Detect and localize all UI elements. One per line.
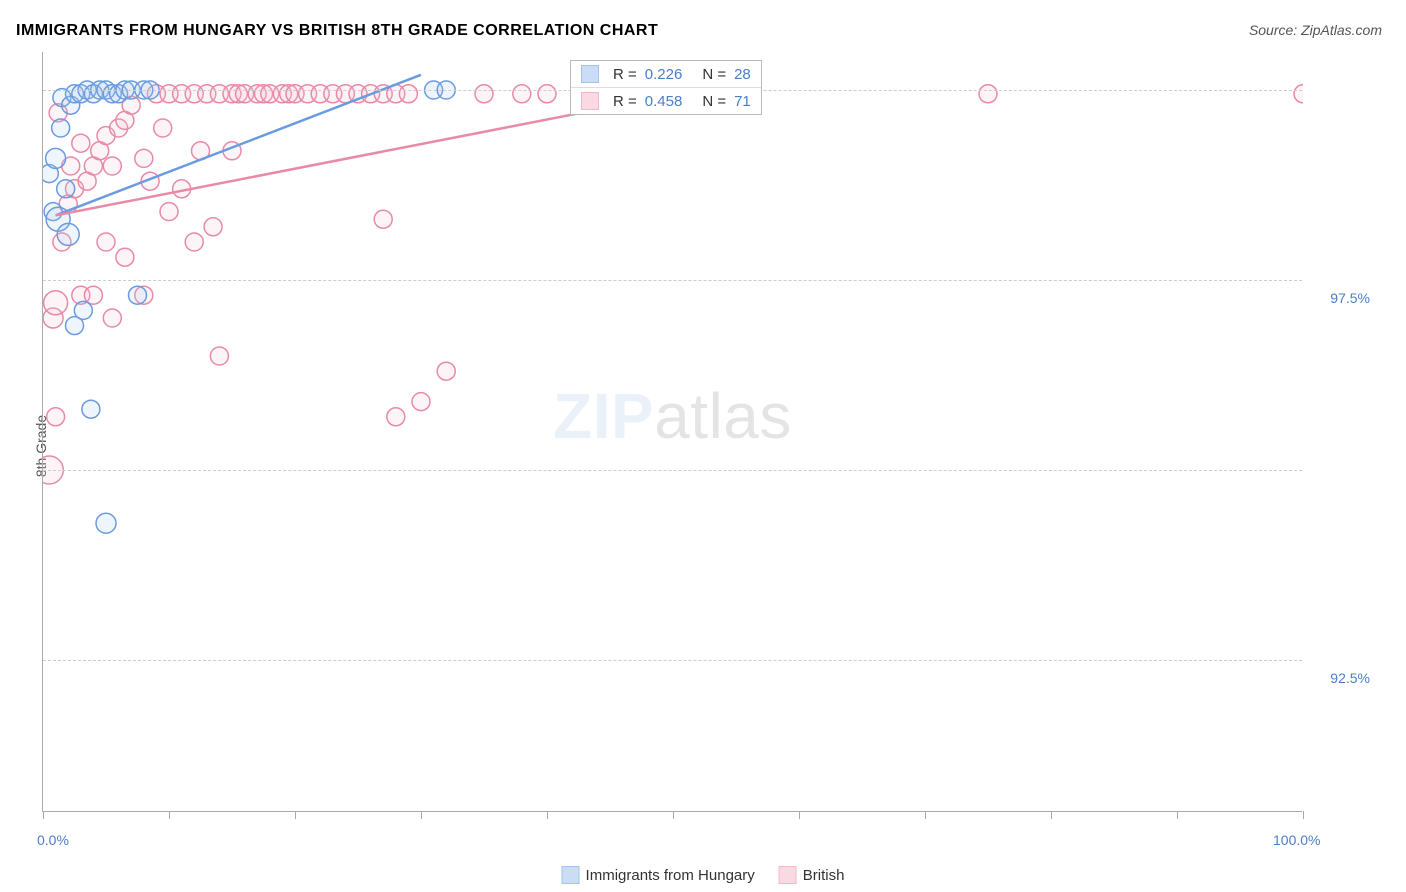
x-tick [43, 811, 44, 819]
gridline [43, 660, 1302, 661]
scatter-point [72, 134, 90, 152]
scatter-point [96, 513, 116, 533]
scatter-point [154, 119, 172, 137]
legend-label: British [803, 867, 845, 884]
scatter-point [74, 301, 92, 319]
legend-item: British [779, 866, 845, 884]
x-tick [1177, 811, 1178, 819]
y-tick-label: 97.5% [1330, 290, 1370, 306]
scatter-point [538, 85, 556, 103]
scatter-point [387, 408, 405, 426]
n-label: N = [702, 93, 726, 110]
legend-swatch-icon [581, 65, 599, 83]
scatter-point [412, 393, 430, 411]
scatter-point [399, 85, 417, 103]
x-tick [1303, 811, 1304, 819]
plot-area: ZIPatlas 92.5%97.5%0.0%100.0% [42, 52, 1302, 812]
scatter-point [44, 291, 68, 315]
x-tick [295, 811, 296, 819]
legend-swatch-icon [581, 92, 599, 110]
x-tick [673, 811, 674, 819]
scatter-point [46, 148, 66, 168]
scatter-point [513, 85, 531, 103]
scatter-point [103, 157, 121, 175]
r-label: R = [613, 66, 637, 83]
scatter-point [82, 400, 100, 418]
scatter-point [210, 347, 228, 365]
x-tick [169, 811, 170, 819]
n-label: N = [702, 66, 726, 83]
x-tick [547, 811, 548, 819]
scatter-point [47, 408, 65, 426]
scatter-point [475, 85, 493, 103]
scatter-point [1294, 85, 1303, 103]
scatter-point [57, 223, 79, 245]
x-tick [1051, 811, 1052, 819]
series-legend: Immigrants from Hungary British [562, 866, 845, 884]
scatter-point [204, 218, 222, 236]
x-tick [421, 811, 422, 819]
n-value: 28 [734, 66, 751, 83]
correlation-legend-box: R = 0.226 N = 28 R = 0.458 N = 71 [570, 60, 762, 115]
scatter-svg [43, 52, 1303, 812]
chart-container: IMMIGRANTS FROM HUNGARY VS BRITISH 8TH G… [0, 0, 1406, 892]
r-value: 0.226 [645, 66, 683, 83]
x-tick-label: 100.0% [1273, 832, 1320, 848]
scatter-point [185, 233, 203, 251]
scatter-point [52, 119, 70, 137]
scatter-point [437, 362, 455, 380]
gridline [43, 470, 1302, 471]
scatter-point [103, 309, 121, 327]
x-tick-label: 0.0% [37, 832, 69, 848]
scatter-point [116, 248, 134, 266]
legend-box-row: R = 0.458 N = 71 [571, 88, 761, 114]
scatter-point [374, 210, 392, 228]
scatter-point [135, 149, 153, 167]
legend-swatch-icon [562, 866, 580, 884]
legend-box-row: R = 0.226 N = 28 [571, 61, 761, 88]
gridline [43, 280, 1302, 281]
y-tick-label: 92.5% [1330, 670, 1370, 686]
scatter-point [979, 85, 997, 103]
legend-label: Immigrants from Hungary [586, 867, 755, 884]
scatter-point [160, 203, 178, 221]
scatter-point [97, 233, 115, 251]
source-attribution: Source: ZipAtlas.com [1249, 22, 1382, 38]
x-tick [925, 811, 926, 819]
chart-title: IMMIGRANTS FROM HUNGARY VS BRITISH 8TH G… [16, 22, 658, 40]
legend-swatch-icon [779, 866, 797, 884]
n-value: 71 [734, 93, 751, 110]
r-label: R = [613, 93, 637, 110]
scatter-point [57, 180, 75, 198]
legend-item: Immigrants from Hungary [562, 866, 755, 884]
scatter-point [129, 286, 147, 304]
x-tick [799, 811, 800, 819]
r-value: 0.458 [645, 93, 683, 110]
